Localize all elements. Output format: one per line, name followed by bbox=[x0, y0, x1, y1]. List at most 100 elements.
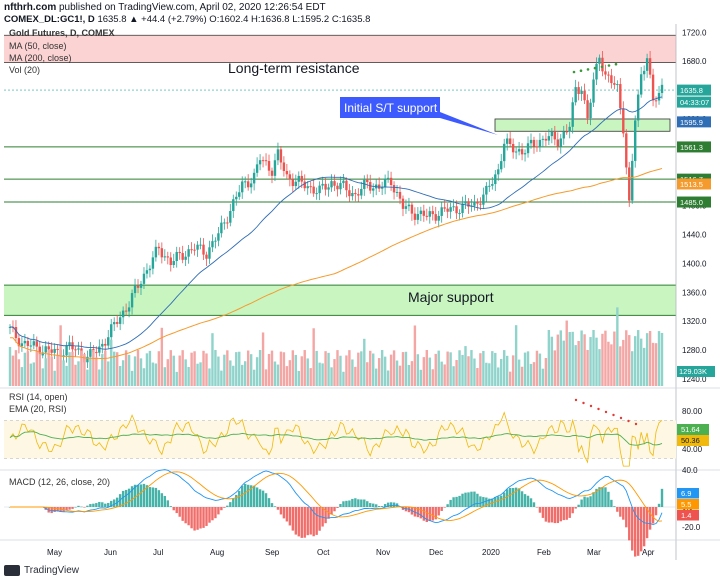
candle-body bbox=[226, 222, 229, 224]
volume-bar bbox=[616, 307, 619, 386]
macd-label-bg bbox=[677, 488, 699, 499]
volume-bar bbox=[50, 356, 53, 386]
volume-bar bbox=[217, 356, 220, 386]
volume-bar bbox=[380, 350, 384, 386]
candle-body bbox=[648, 58, 652, 75]
rsi-divergence-dot bbox=[582, 401, 585, 405]
volume-bar bbox=[318, 362, 321, 386]
macd-histogram-bar bbox=[565, 507, 568, 520]
candle-body bbox=[503, 143, 506, 162]
candle-body bbox=[595, 63, 598, 80]
volume-bar bbox=[83, 354, 86, 386]
volume-bar bbox=[580, 330, 583, 386]
candle-body bbox=[619, 84, 622, 109]
volume-bar bbox=[142, 368, 146, 386]
rsi-ema-value: 51.64 bbox=[681, 425, 700, 434]
candle-body bbox=[505, 138, 509, 144]
candle-body bbox=[157, 246, 161, 249]
macd-histogram-bar bbox=[172, 507, 175, 511]
macd-histogram-bar bbox=[500, 495, 503, 507]
volume-bar bbox=[208, 368, 211, 386]
macd-histogram-bar bbox=[351, 498, 354, 507]
volume-bar bbox=[193, 351, 196, 386]
macd-histogram-bar bbox=[616, 507, 619, 512]
candle-body bbox=[35, 341, 38, 347]
volume-bar bbox=[226, 350, 229, 386]
candle-body bbox=[169, 257, 172, 266]
macd-histogram-bar bbox=[175, 507, 178, 514]
macd-histogram-bar bbox=[243, 483, 247, 507]
macd-histogram-bar bbox=[208, 507, 211, 523]
candle-body bbox=[65, 345, 68, 356]
volume-bar bbox=[324, 351, 327, 386]
volume-bar bbox=[470, 350, 473, 386]
macd-histogram-bar bbox=[318, 507, 321, 531]
volume-bar bbox=[264, 369, 268, 386]
price-label-bg bbox=[677, 84, 711, 96]
volume-bar bbox=[345, 355, 348, 386]
x-tick-label: Dec bbox=[429, 548, 443, 557]
macd-histogram-bar bbox=[163, 496, 167, 507]
legend-title: Gold Futures, D, COMEX bbox=[9, 28, 115, 38]
macd-histogram-bar bbox=[363, 499, 366, 507]
x-tick-label: Oct bbox=[317, 548, 330, 557]
candle-body bbox=[389, 177, 393, 186]
macd-histogram-bar bbox=[345, 500, 348, 507]
macd-histogram-bar bbox=[303, 507, 306, 538]
volume-bar bbox=[77, 361, 80, 386]
volume-bar bbox=[372, 353, 375, 386]
macd-histogram-bar bbox=[628, 507, 631, 541]
volume-bar bbox=[127, 354, 131, 386]
volume-bar bbox=[261, 332, 265, 386]
volume-bar bbox=[598, 349, 601, 386]
candle-body bbox=[532, 139, 536, 147]
macd-histogram-bar bbox=[473, 491, 476, 507]
volume-bar bbox=[98, 369, 101, 386]
candle-body bbox=[369, 182, 372, 191]
candle-body bbox=[118, 317, 122, 324]
volume-bar bbox=[410, 361, 414, 386]
macd-label-bg bbox=[677, 510, 699, 521]
volume-bar bbox=[92, 350, 95, 386]
candle-body bbox=[348, 190, 351, 197]
macd-histogram-bar bbox=[383, 504, 387, 507]
volume-bar bbox=[32, 362, 36, 386]
volume-bar bbox=[65, 365, 68, 386]
volume-bar bbox=[148, 350, 152, 386]
legend-rsi: RSI (14, open) bbox=[9, 392, 68, 402]
macd-histogram-bar bbox=[470, 491, 473, 507]
volume-bar bbox=[56, 354, 59, 386]
candle-body bbox=[479, 203, 482, 205]
volume-bar bbox=[449, 352, 452, 386]
volume-bar bbox=[68, 352, 71, 386]
tradingview-logo-icon bbox=[4, 565, 20, 576]
candle-body bbox=[294, 181, 298, 187]
volume-bar bbox=[500, 358, 503, 386]
macd-histogram-bar bbox=[645, 507, 649, 539]
candle-body bbox=[56, 348, 59, 350]
macd-histogram-bar bbox=[92, 503, 95, 507]
macd-histogram-bar bbox=[580, 499, 583, 507]
candle-body bbox=[526, 143, 530, 154]
volume-bar bbox=[351, 359, 354, 386]
candle-body bbox=[121, 310, 125, 318]
macd-histogram-bar bbox=[476, 493, 479, 507]
volume-bar bbox=[190, 352, 193, 386]
legend-macd: MACD (12, 26, close, 20) bbox=[9, 477, 111, 487]
macd-histogram-bar bbox=[610, 499, 613, 507]
volume-bar bbox=[285, 366, 289, 386]
volume-bar bbox=[401, 352, 405, 386]
macd-histogram-bar bbox=[389, 502, 393, 507]
x-tick-label: Apr bbox=[642, 548, 655, 557]
volume-bar bbox=[246, 350, 250, 386]
volume-bar bbox=[503, 350, 506, 386]
price-label-bg bbox=[677, 141, 711, 153]
candle-body bbox=[86, 356, 89, 363]
legend-vol: Vol (20) bbox=[9, 65, 41, 75]
macd-histogram-bar bbox=[622, 507, 625, 520]
volume-bar bbox=[252, 369, 256, 386]
price-label-line: 1561.3 bbox=[680, 143, 703, 152]
volume-bar bbox=[523, 352, 527, 386]
macd-histogram-bar bbox=[181, 507, 184, 521]
